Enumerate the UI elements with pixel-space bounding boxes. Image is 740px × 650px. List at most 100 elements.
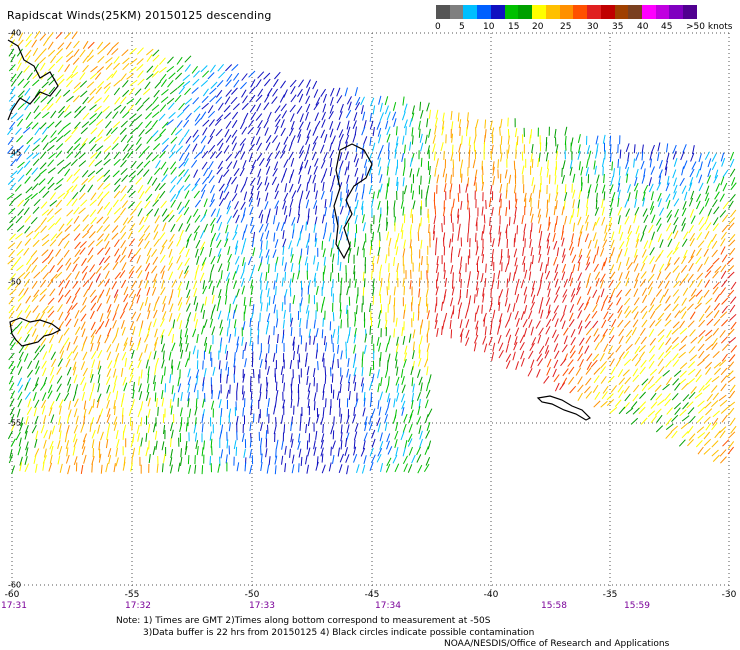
wind-vector <box>665 360 672 368</box>
wind-vector <box>329 96 334 106</box>
legend-swatch <box>436 5 450 19</box>
wind-vector <box>267 111 272 121</box>
wind-vector <box>265 325 269 335</box>
wind-vector <box>97 383 101 393</box>
wind-vector <box>626 173 629 183</box>
wind-vector <box>10 54 16 63</box>
wind-vector <box>239 120 245 130</box>
wind-vector <box>17 90 25 98</box>
wind-vector <box>585 391 592 399</box>
wind-vector <box>376 254 380 264</box>
wind-vector <box>266 366 270 376</box>
wind-vector <box>606 393 614 401</box>
wind-vector <box>250 79 256 88</box>
wind-vector <box>332 253 335 263</box>
wind-vector <box>403 239 406 249</box>
wind-vector <box>25 111 32 120</box>
wind-vector <box>250 216 254 226</box>
wind-vector <box>194 177 201 186</box>
wind-vector <box>176 312 181 322</box>
wind-vector <box>129 175 136 183</box>
wind-vector <box>202 70 210 78</box>
wind-vector <box>642 192 646 202</box>
wind-vector <box>681 185 687 194</box>
wind-vector <box>108 455 112 465</box>
wind-vector <box>711 153 717 162</box>
wind-vector <box>186 289 191 299</box>
wind-vector <box>492 342 496 352</box>
wind-vector <box>106 414 111 423</box>
wind-vector <box>537 208 541 218</box>
wind-vector <box>625 310 632 319</box>
wind-vector <box>248 119 255 128</box>
wind-vector <box>259 383 262 393</box>
wind-vector <box>703 416 711 424</box>
wind-vector <box>73 438 78 448</box>
wind-vector <box>184 199 190 208</box>
wind-vector <box>273 425 277 435</box>
wind-vector <box>339 152 343 162</box>
wind-vector <box>520 357 525 367</box>
wind-vector <box>265 281 269 291</box>
wind-vector <box>617 310 623 319</box>
wind-vector <box>554 166 557 176</box>
wind-vector <box>403 103 408 113</box>
wind-vector <box>719 329 726 338</box>
wind-vector <box>514 257 518 267</box>
wind-vector <box>290 113 295 122</box>
wind-vector <box>682 144 687 153</box>
wind-vector <box>74 105 82 113</box>
wind-vector <box>679 177 685 187</box>
wind-vector <box>695 440 703 448</box>
wind-vector <box>665 417 672 426</box>
wind-vector <box>482 224 485 234</box>
wind-vector <box>260 214 264 224</box>
wind-vector <box>193 424 197 434</box>
wind-vector <box>284 183 288 193</box>
wind-vector <box>513 184 517 194</box>
wind-vector <box>377 423 381 433</box>
wind-vector <box>616 289 623 298</box>
wind-vector <box>428 109 431 119</box>
wind-vector <box>64 168 71 177</box>
wind-vector <box>368 421 373 431</box>
wind-vector <box>240 214 246 223</box>
wind-vector <box>179 407 183 417</box>
wind-vector <box>515 149 517 159</box>
wind-vector <box>151 104 160 111</box>
wind-vector <box>123 337 129 347</box>
wind-vector <box>63 191 70 200</box>
wind-vector <box>305 136 310 145</box>
wind-vector <box>177 110 185 118</box>
wind-vector <box>618 328 625 337</box>
wind-vector <box>673 257 680 265</box>
wind-vector <box>26 406 33 415</box>
wind-vector <box>273 280 276 290</box>
wind-vector <box>457 295 462 305</box>
wind-vector <box>152 49 160 57</box>
wind-vector <box>142 97 150 105</box>
wind-vector <box>64 135 72 143</box>
wind-vector <box>624 297 631 306</box>
wind-vector <box>72 361 77 371</box>
wind-vector <box>555 215 558 225</box>
wind-vector <box>330 87 335 97</box>
wind-vector <box>281 440 284 450</box>
wind-vector <box>10 262 17 271</box>
wind-vector <box>306 144 311 154</box>
wind-vector <box>409 141 412 151</box>
wind-vector <box>617 319 624 328</box>
wind-vector <box>712 286 719 295</box>
wind-vector <box>344 166 348 176</box>
wind-vector <box>484 277 487 288</box>
wind-vector <box>411 393 414 402</box>
wind-vector <box>33 289 40 298</box>
wind-vector <box>56 178 64 185</box>
wind-vector <box>9 151 18 158</box>
wind-vector <box>168 248 173 258</box>
wind-vector <box>17 161 25 169</box>
wind-vector <box>251 264 256 274</box>
wind-vector <box>460 333 463 343</box>
wind-vector <box>19 422 24 432</box>
wind-vector <box>633 263 639 272</box>
